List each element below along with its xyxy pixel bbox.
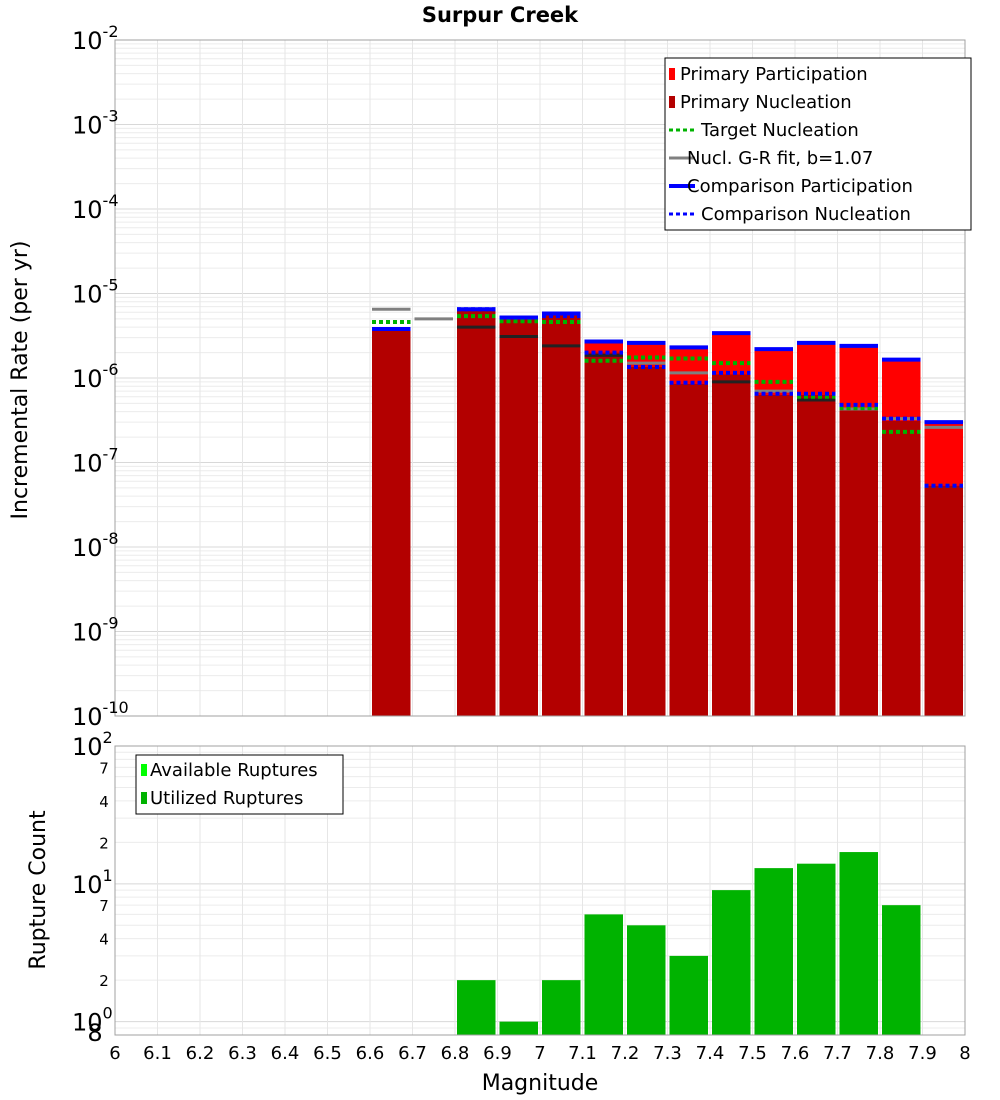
y-tick-label: 10-9 [72, 614, 119, 647]
x-tick-label: 6 [109, 1043, 120, 1064]
x-tick-label: 7.3 [653, 1043, 682, 1064]
utilized-rupture-bar [542, 980, 581, 1035]
y-tick-label: 100 [72, 1004, 113, 1037]
count-y-axis-label: Rupture Count [26, 810, 51, 970]
x-tick-label: 6.8 [441, 1043, 470, 1064]
x-tick-label: 6.4 [271, 1043, 300, 1064]
rate-panel: 10-2 10-3 10-4 10-5 10-6 10-7 10-8 10-9 10-10 Pri… [72, 22, 972, 731]
x-tick-label: 7.8 [866, 1043, 895, 1064]
legend-swatch [141, 792, 147, 804]
utilized-rupture-bar [584, 914, 623, 1035]
y-tick-label-minor: 8 [87, 1019, 102, 1047]
plot-frame [114, 745, 966, 1036]
legend-label: Comparison Nucleation [701, 204, 911, 225]
nucleation-bar [499, 317, 538, 716]
nucleation-bar [372, 329, 411, 716]
legend-label: Utilized Ruptures [150, 788, 303, 809]
legend-box [135, 754, 344, 815]
x-tick-label: 6.1 [143, 1043, 172, 1064]
legend-label: Nucl. G-R fit, b=1.07 [687, 148, 873, 169]
nucleation-bar [627, 366, 666, 716]
legend-swatch [669, 68, 675, 80]
x-tick-label: 7.4 [696, 1043, 725, 1064]
legend-label: Available Ruptures [150, 760, 318, 781]
utilized-rupture-bar [839, 852, 878, 1035]
y-tick-label-minor: 7 [99, 759, 109, 777]
x-tick-label: 7.2 [611, 1043, 640, 1064]
y-tick-label-minor: 4 [99, 931, 109, 949]
y-tick-label-minor: 7 [99, 897, 109, 915]
nucleation-bar [584, 352, 623, 716]
y-tick-label: 10-4 [72, 191, 119, 224]
x-tick-label: 6.6 [356, 1043, 385, 1064]
y-tick-label: 10-2 [72, 22, 119, 55]
legend-label: Primary Nucleation [680, 92, 852, 113]
x-tick-label: 7.6 [781, 1043, 810, 1064]
y-tick-label-minor: 2 [99, 834, 109, 852]
legend-label: Primary Participation [680, 64, 868, 85]
legend-swatch [669, 96, 675, 108]
nucleation-bar [882, 420, 921, 716]
legend-box [664, 57, 972, 231]
utilized-rupture-bar [882, 905, 921, 1035]
plot-frame [114, 39, 966, 717]
y-tick-label: 10-6 [72, 360, 119, 393]
y-tick-label: 10-10 [72, 698, 129, 731]
x-tick-label: 7.1 [568, 1043, 597, 1064]
x-tick-label: 6.3 [228, 1043, 257, 1064]
nucleation-bar [924, 485, 963, 716]
y-tick-label: 102 [72, 728, 113, 761]
utilized-rupture-bar [754, 868, 793, 1035]
nucleation-bar [457, 309, 496, 716]
chart-title: Surpur Creek [422, 3, 579, 27]
y-tick-label: 10-8 [72, 529, 119, 562]
y-tick-label: 101 [72, 866, 113, 899]
nucleation-bar [839, 408, 878, 716]
x-tick-label: 7 [534, 1043, 545, 1064]
x-tick-label: 7.7 [823, 1043, 852, 1064]
x-axis-label: Magnitude [482, 1071, 599, 1096]
utilized-rupture-bar [669, 955, 708, 1035]
utilized-rupture-bar [712, 890, 751, 1035]
legend-label: Target Nucleation [700, 120, 859, 141]
y-tick-label-minor: 4 [99, 793, 109, 811]
rate-y-axis-label: Incremental Rate (per yr) [8, 241, 33, 520]
x-tick-label: 7.9 [908, 1043, 937, 1064]
nucleation-bar [669, 383, 708, 716]
nucleation-bar [797, 394, 836, 716]
x-tick-label: 8 [959, 1043, 970, 1064]
nucleation-bar [542, 313, 581, 716]
y-tick-label-minor: 2 [99, 972, 109, 990]
utilized-rupture-bar [457, 980, 496, 1035]
utilized-rupture-bar [627, 925, 666, 1035]
x-tick-label: 6.5 [313, 1043, 342, 1064]
nucleation-bar [754, 394, 793, 716]
legend-swatch [141, 764, 147, 776]
x-tick-label: 6.9 [483, 1043, 512, 1064]
utilized-rupture-bar [499, 1021, 538, 1035]
y-tick-label: 10-7 [72, 445, 119, 478]
utilized-rupture-bar [797, 863, 836, 1035]
x-tick-label: 7.5 [738, 1043, 767, 1064]
y-tick-label: 10-3 [72, 107, 119, 140]
x-tick-label: 6.7 [398, 1043, 427, 1064]
legend-label: Comparison Participation [687, 176, 913, 197]
x-tick-label: 6.2 [186, 1043, 215, 1064]
y-tick-label: 10-5 [72, 276, 119, 309]
nucleation-bar [712, 374, 751, 716]
